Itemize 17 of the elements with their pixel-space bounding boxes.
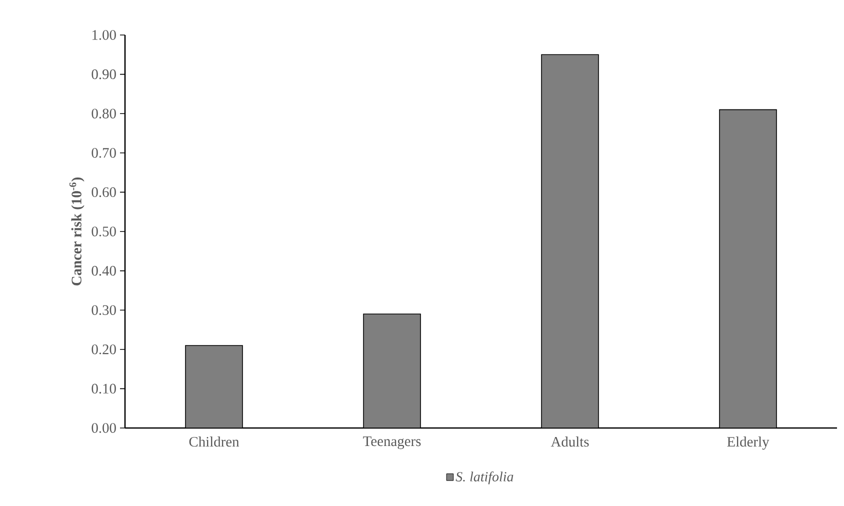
x-tick-label: Teenagers bbox=[363, 436, 421, 450]
y-tick-label: 0.30 bbox=[92, 305, 116, 315]
y-tick-label: 0.00 bbox=[92, 423, 116, 433]
y-axis-title: Cancer risk (10$^{-6}$) bbox=[69, 178, 84, 286]
x-tick-label: Children bbox=[189, 436, 240, 447]
y-tick-label: 0.10 bbox=[92, 384, 116, 394]
legend-label: S. latifolia bbox=[456, 471, 514, 484]
x-tick-label: Elderly bbox=[727, 436, 770, 450]
y-tick-label: 0.20 bbox=[92, 344, 116, 354]
y-tick-label: 0.60 bbox=[92, 187, 116, 198]
x-tick-label: Adults bbox=[550, 436, 589, 447]
y-tick-label: 0.80 bbox=[92, 108, 116, 118]
y-tick-label: 0.40 bbox=[92, 266, 116, 276]
y-tick-label: 0.70 bbox=[92, 148, 116, 158]
y-tick-label: 0.50 bbox=[92, 226, 116, 236]
y-tick-label: 0.90 bbox=[92, 69, 116, 80]
y-tick-label: 1.00 bbox=[92, 30, 116, 40]
